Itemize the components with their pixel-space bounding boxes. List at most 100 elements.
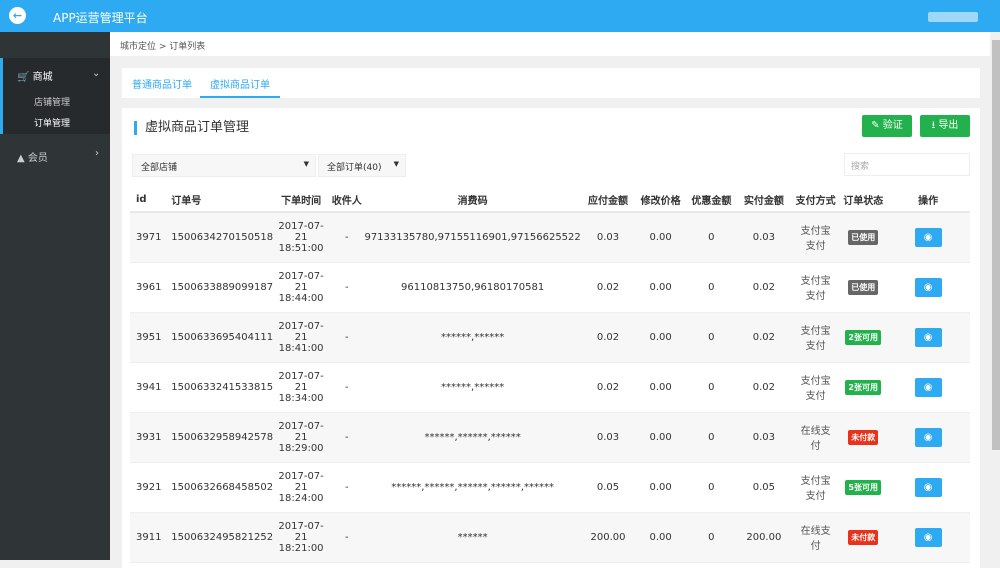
status-badge: 已使用 <box>848 279 879 295</box>
cell-due: 0.02 <box>580 312 636 363</box>
status-badge: 5张可用 <box>845 479 881 495</box>
tab-virtual-orders[interactable]: 虚拟商品订单 <box>200 76 280 98</box>
orders-table: id 订单号 下单时间 收件人 消费码 应付金额 修改价格 优惠金额 实付金额 支付方式 订单状态操… <box>130 188 970 563</box>
cell-method: 支付宝支付 <box>791 362 841 413</box>
table-row: 3931 1500632958942578 2017-07- 21 18:29:00- *… <box>130 412 970 463</box>
back-icon[interactable]: ← <box>9 7 26 24</box>
cell-due: 0.03 <box>580 212 636 263</box>
cell-discount: 0 <box>686 412 737 463</box>
cell-id: 3911 <box>130 512 166 563</box>
cell-time: 2017-07- 21 18:41:00 <box>273 312 330 363</box>
cell-modified: 0.00 <box>635 262 687 313</box>
cell-paid: 0.03 <box>736 412 792 463</box>
cell-paid: 0.02 <box>736 362 792 413</box>
time-date: 2017-07- <box>278 320 324 332</box>
cell-action: ◉ <box>886 312 970 363</box>
cell-method: 支付宝支付 <box>791 312 841 363</box>
page-title: 虚拟商品订单管理 <box>134 121 249 135</box>
table-row: 3971 1500634270150518 2017-07- 21 18:51:00-9… <box>130 212 970 263</box>
cell-receiver: - <box>329 212 365 263</box>
shop-select[interactable]: 全部店铺 ▼ <box>132 154 316 177</box>
time-clock: 18:24:00 <box>278 492 324 504</box>
cell-status: 2张可用 <box>840 312 887 363</box>
cell-paid: 200.00 <box>736 512 792 563</box>
cell-status: 未付款 <box>840 412 887 463</box>
sidebar-item-shop[interactable]: 🛒 商城 <box>17 68 53 83</box>
cell-action: ◉ <box>886 212 970 263</box>
cell-discount: 0 <box>686 362 737 413</box>
sidebar-item-store-manage[interactable]: 店铺管理 <box>34 98 71 108</box>
cell-method: 支付宝支付 <box>791 212 841 263</box>
chevron-down-icon: ⌄ <box>92 68 101 79</box>
eye-icon: ◉ <box>923 481 933 493</box>
breadcrumb: 城市定位 > 订单列表 <box>110 32 990 56</box>
cell-status: 已使用 <box>840 212 887 263</box>
column-header: 实付金额 <box>736 188 792 213</box>
view-button[interactable]: ◉ <box>914 527 942 547</box>
cell-order-no: 1500633889099187 <box>165 262 274 313</box>
cell-paid: 0.05 <box>736 462 792 513</box>
cell-method: 在线支付 <box>791 412 841 463</box>
status-badge: 2张可用 <box>845 379 881 395</box>
cell-order-no: 1500633241533815 <box>165 362 274 413</box>
column-header: 优惠金额 <box>686 188 737 213</box>
caret-down-icon: ▼ <box>303 160 309 168</box>
order-filter-select[interactable]: 全部订单(40) ▼ <box>318 154 406 177</box>
cell-due: 0.02 <box>580 262 636 313</box>
user-menu[interactable] <box>928 12 978 22</box>
time-day: 21 <box>294 431 308 443</box>
time-date: 2017-07- <box>278 470 324 482</box>
cell-order-no: 1500634270150518 <box>165 212 274 263</box>
cell-method: 支付宝支付 <box>791 262 841 313</box>
column-header: 支付方式 <box>791 188 841 213</box>
time-day: 21 <box>294 531 308 543</box>
cell-time: 2017-07- 21 18:44:00 <box>273 262 330 313</box>
status-badge: 未付款 <box>848 429 879 445</box>
cell-receiver: - <box>329 312 365 363</box>
status-badge: 已使用 <box>848 229 879 245</box>
view-button[interactable]: ◉ <box>914 427 942 447</box>
cell-order-no: 1500632495821252 <box>165 512 274 563</box>
breadcrumb-item[interactable]: 城市定位 <box>120 42 157 52</box>
sidebar-item-label: 商城 <box>32 72 53 83</box>
time-day: 21 <box>294 231 308 243</box>
cell-status: 2张可用 <box>840 362 887 413</box>
cell-id: 3951 <box>130 312 166 363</box>
shop-select-value: 全部店铺 <box>141 163 178 173</box>
verify-button[interactable]: ✎ 验证 <box>862 115 912 137</box>
cell-status: 已使用 <box>840 262 887 313</box>
cell-receiver: - <box>329 512 365 563</box>
tab-normal-orders[interactable]: 普通商品订单 <box>132 80 192 91</box>
sidebar-item-member[interactable]: ▲ 会员 <box>17 149 48 164</box>
cell-time: 2017-07- 21 18:34:00 <box>273 362 330 413</box>
user-icon: ▲ <box>17 153 25 164</box>
view-button[interactable]: ◉ <box>914 477 942 497</box>
eye-icon: ◉ <box>923 531 933 543</box>
cell-id: 3971 <box>130 212 166 263</box>
column-header: id <box>130 188 166 213</box>
cell-method: 支付宝支付 <box>791 462 841 513</box>
time-date: 2017-07- <box>278 220 324 232</box>
view-button[interactable]: ◉ <box>914 277 942 297</box>
view-button[interactable]: ◉ <box>914 327 942 347</box>
cell-code: ******,******,******,******,****** <box>364 462 581 513</box>
search-input[interactable]: 搜索 <box>844 153 970 176</box>
table-row: 3941 1500633241533815 2017-07- 21 18:34:00- *… <box>130 362 970 413</box>
sidebar: 🛒 商城 ⌄ 店铺管理 订单管理 ▲ 会员 › <box>0 32 110 560</box>
cell-modified: 0.00 <box>635 412 687 463</box>
cell-id: 3941 <box>130 362 166 413</box>
time-clock: 18:21:00 <box>278 542 324 554</box>
view-button[interactable]: ◉ <box>914 377 942 397</box>
view-button[interactable]: ◉ <box>914 227 942 247</box>
export-button[interactable]: ⭳ 导出 <box>920 115 970 137</box>
scrollbar-thumb[interactable] <box>992 40 1000 450</box>
cell-discount: 0 <box>686 462 737 513</box>
top-header: ← APP运营管理平台 <box>0 0 1000 32</box>
table-row: 3961 1500633889099187 2017-07- 21 18:44:00-9… <box>130 262 970 313</box>
sidebar-item-order-manage[interactable]: 订单管理 <box>34 119 71 129</box>
cell-order-no: 1500633695404111 <box>165 312 274 363</box>
main-content: 城市定位 > 订单列表 普通商品订单 虚拟商品订单 虚拟商品订单管理 ✎ 验证 … <box>110 32 990 568</box>
time-clock: 18:34:00 <box>278 392 324 404</box>
cell-modified: 0.00 <box>635 212 687 263</box>
cell-due: 0.05 <box>580 462 636 513</box>
